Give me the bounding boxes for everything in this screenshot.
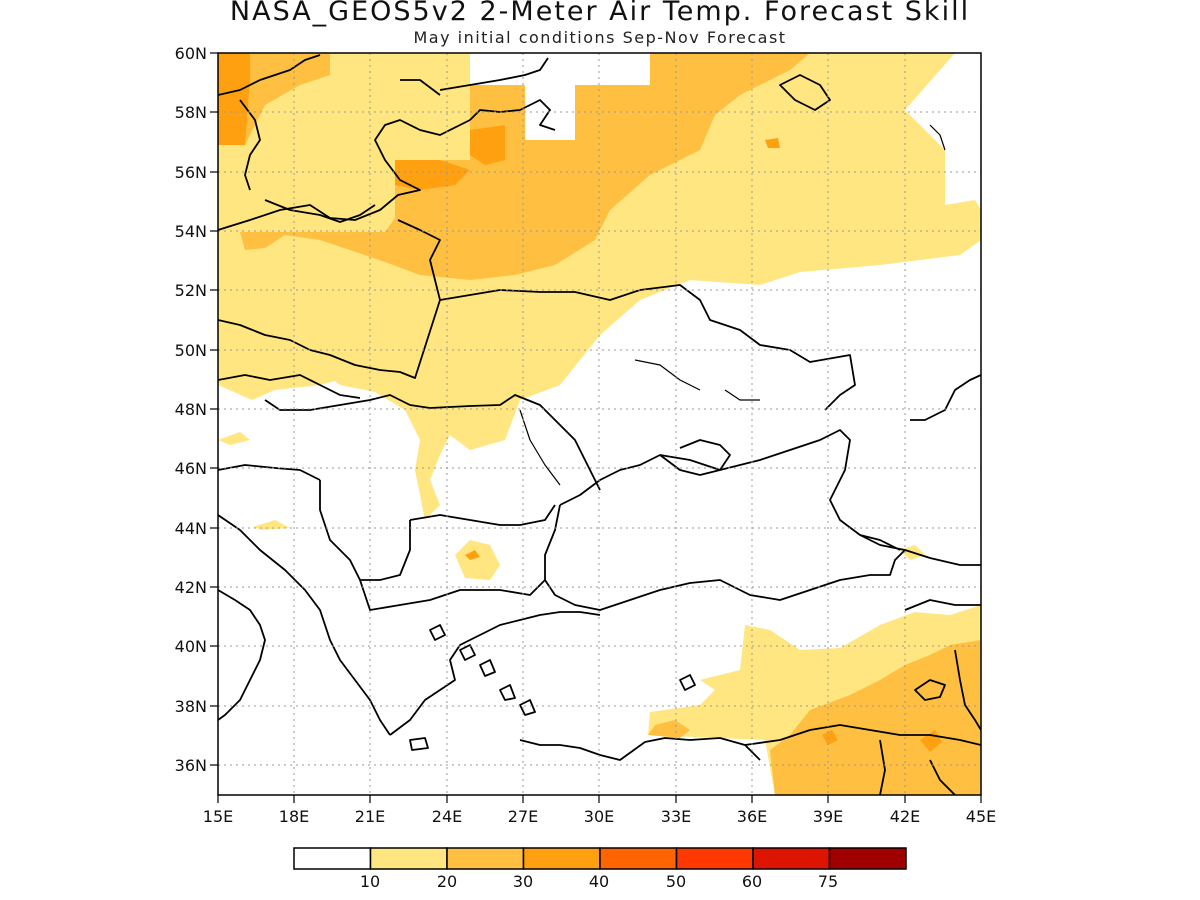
baltic-coast <box>218 57 549 231</box>
colorbar-label: 60 <box>742 872 762 891</box>
y-tick-label: 42N <box>175 578 207 597</box>
y-tick-label: 48N <box>175 400 207 419</box>
map-subtitle: May initial conditions Sep-Nov Forecast <box>413 28 787 47</box>
colorbar-label: 75 <box>818 872 838 891</box>
iraq-syria-border <box>879 739 956 795</box>
y-tick-label: 56N <box>175 163 207 182</box>
coastlines <box>218 54 981 795</box>
x-tick-label: 27E <box>508 807 538 826</box>
x-tick-label: 30E <box>584 807 614 826</box>
colorbar-swatch <box>675 847 754 870</box>
italy-coast <box>218 589 266 721</box>
y-tick-label: 44N <box>175 519 207 538</box>
skill-band-20-30-south <box>648 640 981 795</box>
axis-ticks <box>210 52 982 803</box>
turkey-east-border <box>744 649 981 746</box>
x-tick-label: 33E <box>661 807 691 826</box>
caspian-coast <box>910 374 981 421</box>
y-tick-label: 36N <box>175 756 207 775</box>
aegean-coast <box>389 611 601 736</box>
polish-german-border <box>218 219 441 379</box>
turkey-south-coast <box>519 737 761 761</box>
colorbar-label: 50 <box>666 872 686 891</box>
alps-border <box>218 374 361 481</box>
colorbar-labels: 10 20 30 40 50 60 75 <box>360 872 838 891</box>
y-tick-label: 38N <box>175 697 207 716</box>
colorbar-swatch <box>293 847 372 870</box>
x-tick-label: 42E <box>890 807 920 826</box>
y-tick-label: 58N <box>175 103 207 122</box>
crimea-coast <box>659 439 731 476</box>
colorbar-label: 10 <box>360 872 380 891</box>
danube-border <box>409 504 556 526</box>
y-tick-labels: 60N 58N 56N 54N 52N 50N 48N 46N 44N 42N … <box>175 44 207 775</box>
caucasus-border <box>859 534 981 611</box>
colorbar-swatch <box>599 847 678 870</box>
x-tick-label: 18E <box>279 807 309 826</box>
skill-band-20-30-north <box>240 53 810 280</box>
y-tick-label: 46N <box>175 459 207 478</box>
y-tick-label: 40N <box>175 637 207 656</box>
colorbar-swatch <box>752 847 831 870</box>
x-tick-label: 36E <box>737 807 767 826</box>
y-tick-label: 50N <box>175 341 207 360</box>
colorbar-label: 20 <box>437 872 457 891</box>
colorbar-swatch <box>369 847 448 870</box>
lake-tuz <box>679 674 696 691</box>
map-grid <box>218 53 981 795</box>
x-tick-label: 15E <box>203 807 233 826</box>
skill-band-30-40-north <box>218 53 505 190</box>
lake-onega <box>779 74 831 111</box>
black-sea-coast <box>559 429 981 566</box>
greek-islands <box>409 624 536 751</box>
y-tick-label: 54N <box>175 222 207 241</box>
skill-shading <box>218 53 981 795</box>
colorbar-label: 30 <box>513 872 533 891</box>
colorbar-swatch <box>828 847 907 870</box>
x-tick-label: 24E <box>432 807 462 826</box>
y-tick-label: 60N <box>175 44 207 63</box>
x-tick-label: 39E <box>813 807 843 826</box>
map-title: NASA_GEOS5v2 2-Meter Air Temp. Forecast … <box>229 0 971 27</box>
finland-gulf <box>469 99 556 131</box>
x-tick-label: 21E <box>355 807 385 826</box>
balkan-borders <box>319 480 546 611</box>
x-tick-labels: 15E 18E 21E 24E 27E 30E 33E 36E 39E 42E … <box>203 807 996 826</box>
adriatic-coast <box>218 514 391 736</box>
belarus-ukraine-border <box>439 284 856 411</box>
y-tick-label: 52N <box>175 281 207 300</box>
x-tick-label: 45E <box>966 807 996 826</box>
colorbar-label: 40 <box>589 872 609 891</box>
colorbar <box>293 847 907 870</box>
skill-band-10-20-south <box>218 432 981 795</box>
colorbar-swatch <box>522 847 601 870</box>
lake-van <box>914 679 946 701</box>
carpathian-border <box>264 394 601 491</box>
colorbar-swatch <box>446 847 525 870</box>
rivers <box>519 124 946 486</box>
